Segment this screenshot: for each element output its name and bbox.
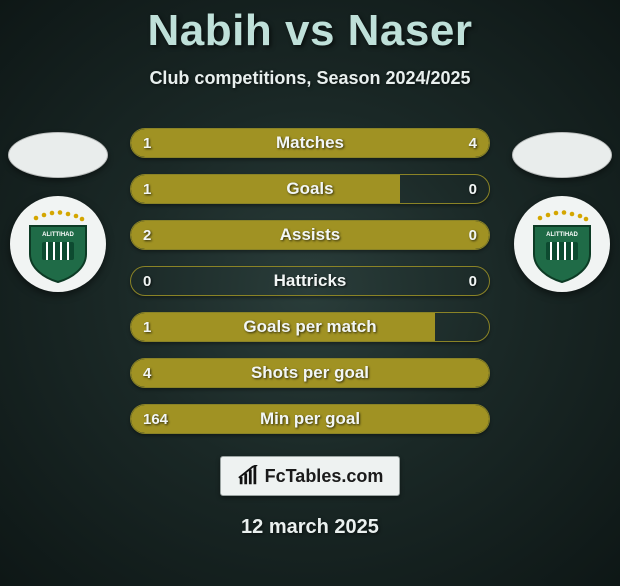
bar-fill: [131, 405, 489, 433]
right-player-panel: ALITTIHAD: [512, 126, 612, 292]
bar-fill-left: [131, 175, 400, 203]
stat-right-value: 0: [469, 175, 477, 203]
stat-row: Goals per match1: [130, 312, 490, 342]
page-title: Nabih vs Naser: [0, 6, 620, 56]
stat-left-value: 0: [143, 267, 151, 295]
svg-text:ALITTIHAD: ALITTIHAD: [546, 232, 578, 238]
stat-row: Goals10: [130, 174, 490, 204]
left-club-badge: ALITTIHAD: [10, 196, 106, 292]
stat-row: Min per goal164: [130, 404, 490, 434]
club-crest-icon: ALITTIHAD: [514, 196, 610, 292]
bar-fill: [131, 359, 489, 387]
stat-bars: Matches14Goals10Assists20Hattricks00Goal…: [130, 128, 490, 450]
stat-row: Matches14: [130, 128, 490, 158]
stat-label: Hattricks: [131, 267, 489, 295]
subtitle: Club competitions, Season 2024/2025: [0, 68, 620, 89]
brand-badge: FcTables.com: [220, 456, 400, 496]
svg-text:ALITTIHAD: ALITTIHAD: [42, 232, 74, 238]
bar-fill: [131, 221, 489, 249]
club-crest-icon: ALITTIHAD: [10, 196, 106, 292]
stat-row: Shots per goal4: [130, 358, 490, 388]
chart-icon: [237, 465, 259, 487]
left-flag: [8, 132, 108, 178]
bar-fill-left: [131, 129, 203, 157]
stat-right-value: 0: [469, 267, 477, 295]
date: 12 march 2025: [0, 516, 620, 539]
brand-text: FcTables.com: [265, 466, 384, 487]
bar-fill-right: [203, 129, 489, 157]
stat-row: Assists20: [130, 220, 490, 250]
stat-row: Hattricks0 0: [130, 266, 490, 296]
right-club-badge: ALITTIHAD: [514, 196, 610, 292]
bar-fill-left: [131, 313, 435, 341]
left-player-panel: ALITTIHAD: [8, 126, 108, 292]
right-flag: [512, 132, 612, 178]
